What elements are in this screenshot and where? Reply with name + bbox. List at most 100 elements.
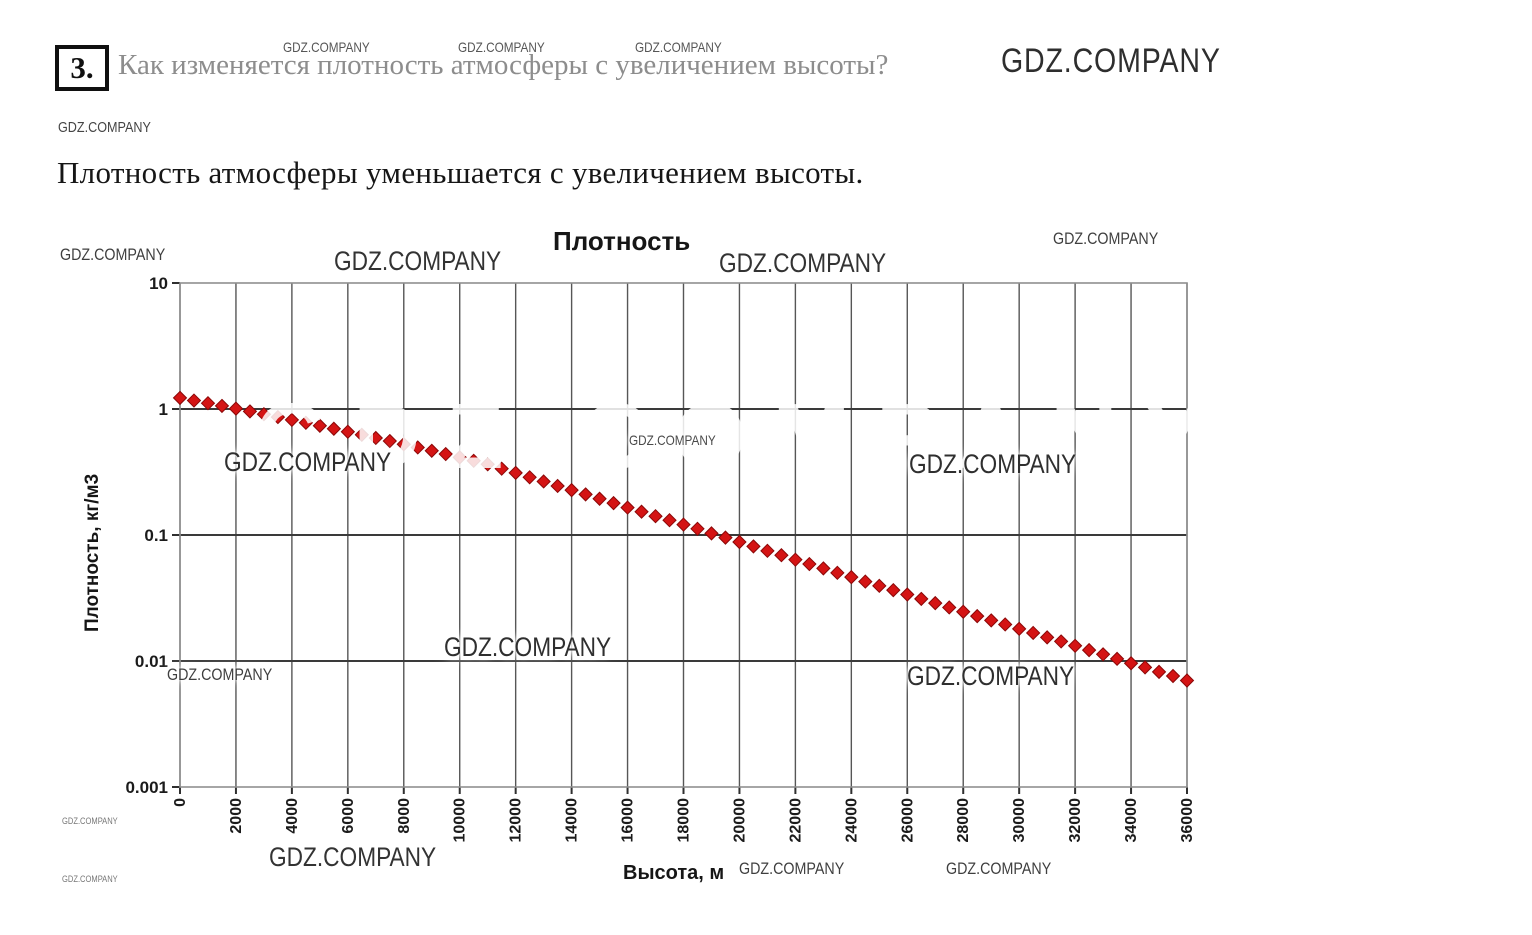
watermark: GDZ.COMPANY — [224, 447, 392, 477]
data-point — [508, 465, 523, 481]
watermark: GDZ.COMPANY — [629, 432, 716, 448]
svg-text:22000: 22000 — [787, 798, 804, 843]
svg-text:2000: 2000 — [228, 798, 245, 834]
svg-text:36000: 36000 — [1179, 798, 1196, 843]
watermark: GDZ.COMPANY — [283, 39, 370, 55]
watermark: GDZ.COMPANY — [60, 245, 166, 264]
data-point — [242, 404, 258, 419]
watermark: GDZ.COMPANY — [739, 859, 845, 878]
data-point — [872, 578, 887, 594]
data-point — [214, 398, 230, 414]
svg-text:24000: 24000 — [843, 798, 860, 843]
data-point — [900, 587, 915, 602]
svg-text:30000: 30000 — [1011, 798, 1028, 843]
data-point — [340, 424, 356, 439]
svg-text:16000: 16000 — [620, 798, 637, 843]
data-point — [774, 548, 789, 563]
data-point — [228, 401, 244, 416]
watermark: GDZ.COMPANY — [1053, 229, 1159, 248]
tick-labels: 0 2000 4000 6000 8000 10000 12000 14000 16000 180… — [125, 274, 1196, 843]
data-point — [970, 608, 985, 624]
data-point — [648, 508, 663, 524]
data-point — [676, 517, 691, 532]
data-point — [536, 474, 551, 489]
data-point — [1095, 647, 1111, 662]
data-point — [928, 595, 943, 611]
watermark: GDZ.COMPANY — [444, 632, 612, 662]
data-point — [1137, 660, 1153, 675]
data-point — [1011, 621, 1027, 637]
data-point — [326, 421, 342, 436]
data-point — [634, 504, 649, 519]
data-point — [1081, 642, 1097, 658]
data-point — [788, 552, 803, 567]
y-axis-label: Плотность, кг/м3 — [82, 473, 103, 632]
svg-text:10: 10 — [149, 274, 168, 293]
data-point — [1165, 668, 1181, 684]
answer-text: Плотность атмосферы уменьшается с увелич… — [57, 155, 864, 190]
svg-text:1: 1 — [159, 400, 168, 419]
data-point — [1179, 673, 1195, 688]
svg-text:14000: 14000 — [564, 798, 581, 843]
watermark: GDZ.COMPANY — [62, 874, 118, 884]
data-point — [802, 556, 817, 572]
watermark-ghost: GDZ.COMPANY — [255, 384, 1232, 488]
data-point — [480, 457, 495, 472]
data-point — [1151, 664, 1167, 680]
svg-text:28000: 28000 — [955, 798, 972, 843]
data-point — [312, 418, 328, 433]
data-point — [424, 443, 439, 458]
svg-text:0: 0 — [172, 798, 189, 807]
watermark: GDZ.COMPANY — [635, 39, 722, 55]
watermark: GDZ.COMPANY — [946, 859, 1052, 878]
data-point — [1067, 638, 1083, 654]
data-point — [256, 407, 272, 422]
axis-ticks — [172, 282, 1188, 794]
data-point — [997, 617, 1013, 632]
data-point — [466, 453, 481, 469]
data-point — [186, 393, 202, 408]
svg-text:0.1: 0.1 — [144, 526, 168, 545]
svg-text:0.01: 0.01 — [135, 652, 168, 671]
data-point — [382, 433, 397, 449]
data-point — [732, 534, 747, 550]
data-point — [620, 500, 635, 515]
data-point — [816, 561, 831, 576]
svg-text:0.001: 0.001 — [125, 778, 168, 797]
data-point — [760, 543, 775, 559]
data-point — [494, 461, 509, 476]
svg-text:8000: 8000 — [396, 798, 413, 834]
data-point — [438, 446, 453, 462]
data-point — [270, 409, 286, 425]
data-point — [578, 487, 593, 502]
watermark: GDZ.COMPANY — [334, 246, 502, 276]
data-point — [522, 470, 537, 485]
data-point — [200, 395, 216, 411]
data-point — [704, 526, 719, 541]
data-point — [886, 582, 901, 598]
data-point — [942, 600, 957, 615]
data-point — [1025, 625, 1041, 641]
data-point — [368, 430, 384, 446]
question-number-box: 3. — [55, 45, 109, 91]
data-point — [746, 539, 761, 554]
data-point — [606, 495, 621, 511]
data-point — [1109, 651, 1125, 667]
svg-text:34000: 34000 — [1123, 798, 1140, 843]
watermark: GDZ.COMPANY — [58, 119, 151, 136]
data-point — [564, 482, 579, 498]
watermark: GDZ.COMPANY — [167, 665, 273, 684]
data-point — [983, 613, 999, 628]
data-point — [172, 390, 188, 406]
svg-text:20000: 20000 — [731, 798, 748, 843]
data-point — [1123, 656, 1139, 671]
data-point — [844, 569, 859, 585]
svg-text:32000: 32000 — [1067, 798, 1084, 843]
watermark: GDZ.COMPANY — [909, 449, 1077, 479]
question-title: Как изменяется плотность атмосферы с уве… — [118, 49, 889, 81]
data-point — [452, 450, 467, 465]
data-point — [550, 478, 565, 494]
data-point — [1039, 630, 1055, 645]
data-point — [396, 437, 411, 452]
